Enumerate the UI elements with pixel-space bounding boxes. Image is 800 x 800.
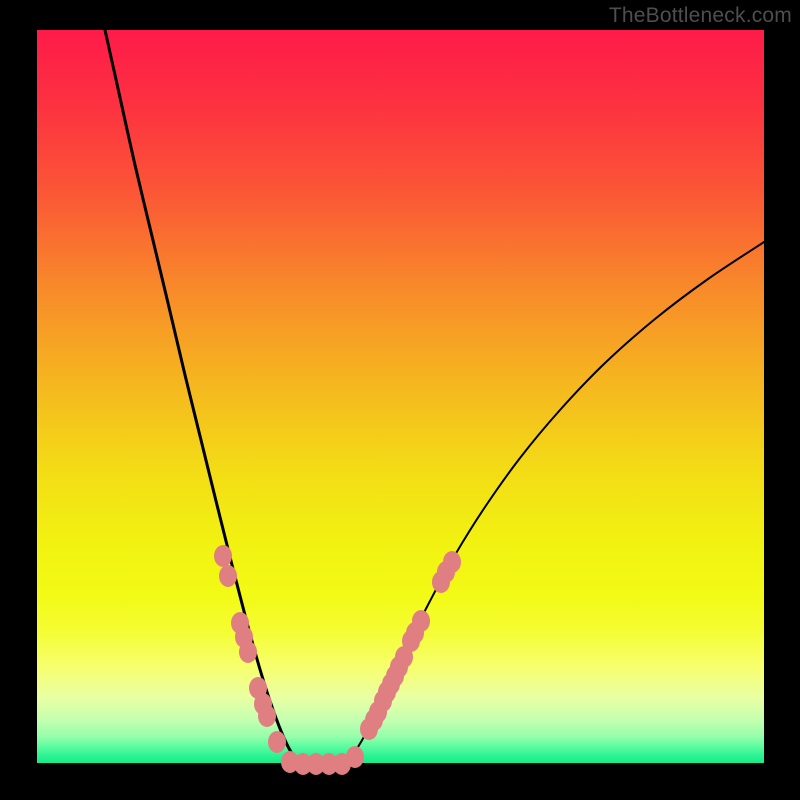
highlight-dot bbox=[412, 610, 430, 632]
watermark-label: TheBottleneck.com bbox=[609, 4, 792, 28]
chart-container: { "watermark": { "text": "TheBottleneck.… bbox=[0, 0, 800, 800]
highlight-dot bbox=[443, 551, 461, 573]
highlight-dot bbox=[239, 641, 257, 663]
highlight-dot bbox=[346, 746, 364, 768]
highlight-dot bbox=[214, 545, 232, 567]
highlight-dot bbox=[258, 705, 276, 727]
highlight-dot bbox=[219, 565, 237, 587]
chart-svg bbox=[0, 0, 800, 800]
highlight-dot bbox=[268, 731, 286, 753]
